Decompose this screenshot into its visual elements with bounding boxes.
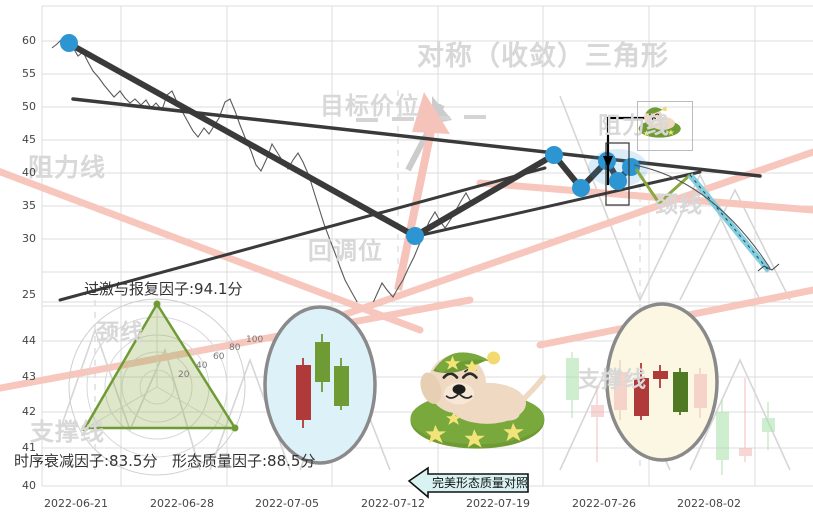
watermark-resistance-line-right: 阻力线 xyxy=(598,113,670,139)
ytick-lower: 42 xyxy=(22,405,36,418)
rally-line xyxy=(412,152,557,239)
cluster-highlight-ellipse xyxy=(588,149,648,187)
swing-marker xyxy=(406,227,424,245)
callout-arrow-shape xyxy=(407,466,529,499)
ytick-price: 25 xyxy=(22,288,36,301)
trendlines xyxy=(58,40,762,302)
ytick-lower: 40 xyxy=(22,479,36,492)
radar-scale-100: 100 xyxy=(246,335,264,345)
watermark-support-line-right: 支撑线 xyxy=(578,368,648,393)
xtick-date: 2022-07-05 xyxy=(255,497,319,510)
right-candle-group xyxy=(634,363,688,420)
radar-label-excess-revenge-factor: 过激与报复因子:94.1分 xyxy=(84,280,243,298)
swing-marker xyxy=(60,34,78,52)
radar-scale-20: 20 xyxy=(178,370,190,380)
swing-marker xyxy=(545,146,563,164)
left-pattern-ellipse xyxy=(263,305,377,465)
watermark-neckline-left: 颈线 xyxy=(96,320,144,346)
xtick-date: 2022-07-19 xyxy=(466,497,530,510)
swing-markers xyxy=(60,34,640,245)
swing-marker xyxy=(622,158,640,176)
xtick-date: 2022-06-21 xyxy=(44,497,108,510)
watermark-support-line-left: 支撑线 xyxy=(30,418,105,446)
xtick-date: 2022-06-28 xyxy=(150,497,214,510)
ytick-lower: 41 xyxy=(22,441,36,454)
ytick-price: 50 xyxy=(22,100,36,113)
ytick-price: 40 xyxy=(22,166,36,179)
ytick-price: 30 xyxy=(22,232,36,245)
ytick-price: 35 xyxy=(22,199,36,212)
radar-label-pattern-quality-factor: 形态质量因子:88.5分 xyxy=(172,452,316,470)
watermark-symmetrical-triangle: 对称（收敛）三角形 xyxy=(417,41,669,72)
callout-label: 完美形态质量对照 xyxy=(432,476,529,490)
radar-scale-40: 40 xyxy=(196,361,208,371)
badge-arrow-head xyxy=(603,156,613,168)
ytick-price: 45 xyxy=(22,133,36,146)
faded-candles xyxy=(566,352,775,475)
forecast-zigzag xyxy=(634,168,692,206)
sleeping-dog-badge xyxy=(638,107,681,138)
xtick-date: 2022-07-26 xyxy=(572,497,636,510)
radar-scale-80: 80 xyxy=(229,343,241,353)
watermark-neckline-right: 颈线 xyxy=(655,192,703,218)
radar-scale-60: 60 xyxy=(213,352,225,362)
watermark-retracement-level: 回调位 xyxy=(308,237,383,265)
sleeping-dog-badge-frame xyxy=(637,101,693,151)
xtick-date: 2022-08-02 xyxy=(677,497,741,510)
ytick-price: 60 xyxy=(22,34,36,47)
xtick-date: 2022-07-12 xyxy=(361,497,425,510)
forecast-tail xyxy=(757,263,780,272)
radar-label-time-decay-factor: 时序衰减因子:83.5分 xyxy=(14,452,158,470)
triangle-lower-edge xyxy=(411,170,702,239)
ytick-price: 55 xyxy=(22,67,36,80)
sleeping-dog-mascot xyxy=(410,351,546,449)
major-downtrend-line xyxy=(65,40,418,239)
watermark-target-price: 目标价位 xyxy=(320,92,420,120)
swing-marker xyxy=(572,179,590,197)
pink-up-arrow-watermark xyxy=(394,92,450,291)
right-pattern-ellipse xyxy=(605,302,719,462)
ytick-lower: 43 xyxy=(22,370,36,383)
price-line xyxy=(51,35,473,302)
forecast-arc xyxy=(633,164,771,269)
swing-marker xyxy=(609,172,627,190)
lower-support-trendline xyxy=(58,166,547,302)
radar-polygon xyxy=(82,301,238,430)
watermark-resistance-line-left: 阻力线 xyxy=(28,153,107,182)
left-candle-group xyxy=(296,334,349,428)
projection-line xyxy=(687,173,772,273)
radar-chart xyxy=(68,298,246,476)
ytick-lower: 44 xyxy=(22,334,36,347)
